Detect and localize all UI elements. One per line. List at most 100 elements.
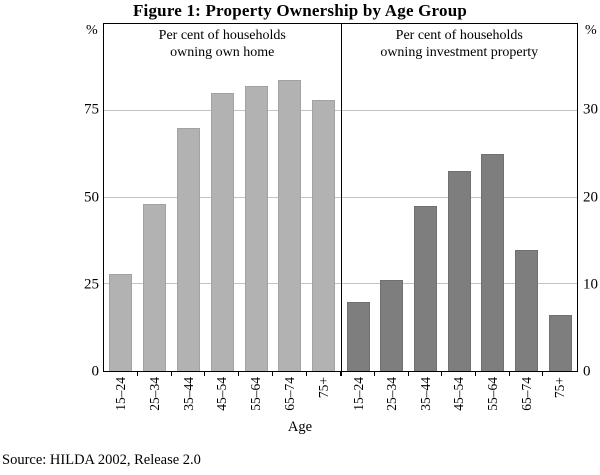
x-label-cell: 35–44 [409,377,443,421]
x-tick [542,371,544,376]
bar-investment-property-55–64 [481,154,505,371]
x-tick-label: 35–44 [180,377,196,411]
bar-investment-property-75+ [548,314,572,371]
y-tick-label: 30 [583,101,598,118]
x-tick-label: 45–54 [451,377,467,411]
x-axis-title: Age [287,419,313,435]
panel-left-caption: Per cent of households owning own home [104,27,341,61]
x-tick [170,371,172,376]
x-tick [136,371,138,376]
caption-line: Per cent of households [158,28,286,43]
x-label-cell: 15–24 [104,377,138,421]
bar-own-home-25–34 [143,204,167,371]
bar-slot [342,24,376,371]
x-tick-label: 65–74 [518,377,534,411]
bar-slot [273,24,307,371]
bar-slot [543,24,577,371]
x-label-cell: 65–74 [273,377,307,421]
x-ticks [104,371,341,377]
x-tick [238,371,240,376]
y-tick-label: 50 [84,189,99,205]
x-tick-label: 25–34 [146,377,162,411]
x-labels: 15–24 25–34 35–44 45–54 55–64 65–74 75+ [342,377,578,421]
x-ticks [340,371,578,377]
x-tick-label: 55–64 [485,377,501,411]
bar-investment-property-65–74 [515,249,539,371]
x-label-cell: 75+ [543,377,577,421]
x-label-cell: 35–44 [172,377,206,421]
bar-own-home-45–54 [210,93,234,371]
bar-slot [205,24,239,371]
bar-investment-property-15–24 [346,301,370,371]
x-tick-label: 65–74 [282,377,298,411]
x-label-cell: 45–54 [205,377,239,421]
plot-area: Per cent of households owning own home 1… [103,23,578,411]
panel-right: Per cent of households owning investment… [340,24,578,411]
panel-right-caption: Per cent of households owning investment… [342,27,578,61]
bar-slot [307,24,341,371]
y-tick-label: 20 [583,189,598,205]
x-label-cell: 25–34 [138,377,172,421]
x-tick [374,371,376,376]
x-label-cell: 75+ [307,377,341,421]
y-axis-right: 0 10 20 30 [583,23,600,379]
x-tick [271,371,273,376]
y-tick-label: 0 [583,363,591,380]
x-tick-label: 35–44 [417,377,433,411]
x-tick [508,371,510,376]
bar-own-home-35–44 [176,128,200,371]
x-label-cell: 15–24 [342,377,376,421]
x-tick-label: 75+ [552,377,568,399]
x-tick [441,371,443,376]
x-tick [407,371,409,376]
bar-slot [375,24,409,371]
bar-investment-property-25–34 [380,279,404,371]
x-tick [204,371,206,376]
bar-slot [409,24,443,371]
x-tick-label: 25–34 [384,377,400,411]
x-tick-label: 45–54 [214,377,230,411]
bar-own-home-75+ [312,100,336,371]
bars [342,24,578,371]
source-note: Source: HILDA 2002, Release 2.0 [2,452,201,468]
x-label-cell: 55–64 [476,377,510,421]
bar-own-home-15–24 [109,273,133,371]
x-label-cell: 65–74 [510,377,544,421]
x-label-cell: 25–34 [375,377,409,421]
x-tick [305,371,307,376]
x-tick-label: 75+ [315,377,331,399]
right-axis-unit: % [585,23,597,38]
y-tick-label: 0 [91,363,100,380]
caption-line: owning investment property [380,45,539,60]
bar-slot [104,24,138,371]
y-axis-left: 0 25 50 75 [0,23,99,379]
x-tick-label: 55–64 [248,377,264,411]
left-axis-unit: % [86,23,98,38]
bar-investment-property-45–54 [447,171,471,371]
x-tick [340,371,342,376]
x-tick-label: 15–24 [350,377,366,411]
bar-slot [442,24,476,371]
bar-slot [138,24,172,371]
x-label-cell: 45–54 [442,377,476,421]
bar-slot [172,24,206,371]
y-tick-label: 75 [84,101,99,118]
panel-left: Per cent of households owning own home 1… [104,24,341,411]
bar-slot [476,24,510,371]
bars [104,24,341,371]
x-tick-label: 15–24 [113,377,129,411]
x-label-cell: 55–64 [239,377,273,421]
caption-line: owning own home [170,45,275,60]
bar-own-home-55–64 [244,86,268,371]
bar-slot [510,24,544,371]
bar-own-home-65–74 [278,79,302,371]
caption-line: Per cent of households [395,28,523,43]
figure-title: Figure 1: Property Ownership by Age Grou… [132,1,468,20]
y-tick-label: 10 [583,276,598,293]
x-labels: 15–24 25–34 35–44 45–54 55–64 65–74 75+ [104,377,341,421]
bar-investment-property-35–44 [414,206,438,371]
x-tick [475,371,477,376]
x-tick [339,371,341,376]
bar-slot [239,24,273,371]
